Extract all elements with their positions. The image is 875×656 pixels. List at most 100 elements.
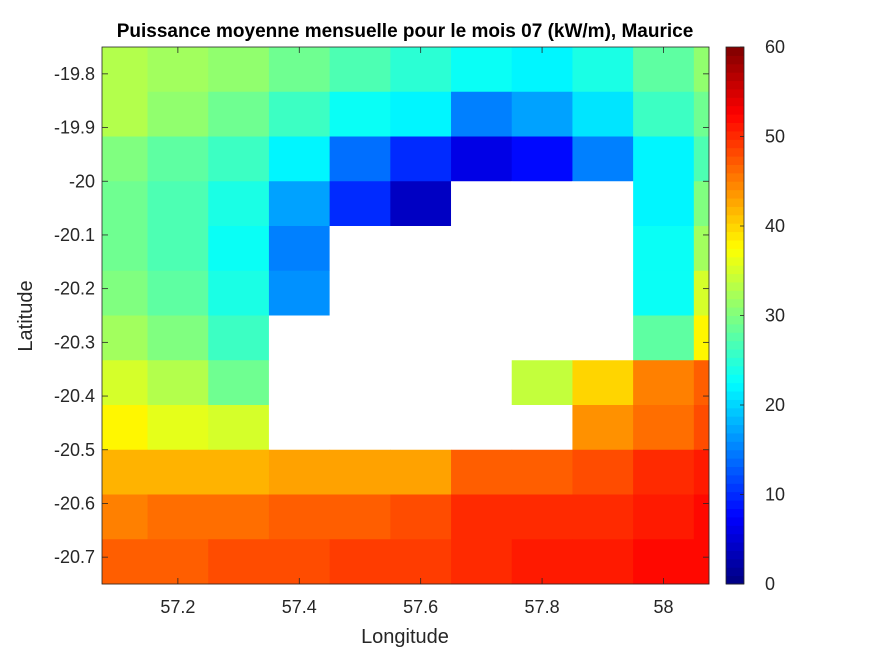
- colorbar-swatch: [726, 575, 744, 585]
- colorbar-swatch: [726, 525, 744, 535]
- heatmap-cell: [147, 47, 209, 93]
- heatmap-cell: [693, 226, 710, 272]
- heatmap-cell: [572, 226, 634, 272]
- heatmap-cell: [329, 315, 391, 361]
- colorbar-swatch: [726, 164, 744, 174]
- colorbar-tick-label: 10: [765, 485, 785, 505]
- heatmap-cell: [390, 360, 452, 406]
- heatmap-cell: [451, 405, 513, 451]
- heatmap-cell: [268, 181, 331, 227]
- colorbar-swatch: [726, 424, 744, 434]
- heatmap-cell: [208, 47, 270, 93]
- heatmap-cell: [390, 539, 452, 585]
- heatmap-cell: [329, 405, 391, 451]
- y-tick-label: -19.9: [54, 118, 95, 138]
- heatmap-cell: [268, 47, 331, 93]
- chart-title: Puissance moyenne mensuelle pour le mois…: [117, 21, 694, 42]
- colorbar-tick-label: 40: [765, 216, 785, 236]
- colorbar-swatch: [726, 474, 744, 484]
- heatmap-cell: [511, 181, 573, 227]
- heatmap-cell: [572, 181, 634, 227]
- heatmap-cell: [390, 226, 452, 272]
- heatmap-cell: [511, 270, 573, 316]
- colorbar-swatch: [726, 114, 744, 124]
- heatmap-cell: [208, 270, 270, 316]
- colorbar-swatch: [726, 189, 744, 199]
- heatmap-cell: [102, 181, 148, 227]
- y-tick-label: -20.1: [54, 225, 95, 245]
- colorbar-swatch: [726, 281, 744, 291]
- colorbar-swatch: [726, 315, 744, 325]
- colorbar-swatch: [726, 290, 744, 300]
- colorbar-swatch: [726, 47, 744, 56]
- heatmap-cell: [208, 226, 270, 272]
- colorbar-swatch: [726, 239, 744, 249]
- heatmap-cell: [329, 270, 391, 316]
- heatmap-cell: [268, 360, 331, 406]
- heatmap-cell: [693, 136, 710, 182]
- y-tick-label: -20.4: [54, 386, 95, 406]
- colorbar-swatch: [726, 508, 744, 518]
- colorbar-swatch: [726, 332, 744, 342]
- colorbar-swatch: [726, 80, 744, 90]
- x-tick-label: 58: [653, 597, 673, 617]
- colorbar-swatch: [726, 323, 744, 333]
- heatmap-cell: [633, 494, 695, 540]
- heatmap-cell: [390, 405, 452, 451]
- heatmap-cell: [147, 136, 209, 182]
- heatmap-cell: [102, 449, 148, 495]
- axes: 57.2 57.4 57.6 57.8 58 -19.8 -19.9 -20 -20.1 -20.…: [54, 46, 710, 617]
- heatmap-cell: [329, 539, 391, 585]
- heatmap-cell: [208, 315, 270, 361]
- heatmap-cell: [390, 270, 452, 316]
- heatmap-cell: [633, 47, 695, 93]
- colorbar-swatch: [726, 542, 744, 551]
- heatmap-cell: [390, 136, 452, 182]
- colorbar-swatch: [726, 407, 744, 417]
- heatmap-cell: [451, 360, 513, 406]
- x-tick-label: 57.8: [525, 597, 560, 617]
- heatmap-cell: [633, 270, 695, 316]
- heatmap-cell: [102, 47, 148, 93]
- y-tick-label: -20.6: [54, 493, 95, 513]
- heatmap-cell: [390, 181, 452, 227]
- heatmap-cell: [268, 539, 331, 585]
- colorbar-swatch: [726, 340, 744, 350]
- heatmap-cell: [693, 181, 710, 227]
- y-axis-label: Latitude: [15, 280, 37, 351]
- heatmap-cell: [329, 136, 391, 182]
- heatmap-cell: [102, 91, 148, 137]
- colorbar: 0 10 20 30 40 50 60: [725, 37, 785, 594]
- colorbar-swatch: [726, 483, 744, 493]
- heatmap-cell: [572, 360, 634, 406]
- heatmap-cell: [390, 47, 452, 93]
- heatmap-cell: [633, 226, 695, 272]
- heatmap-cell: [451, 270, 513, 316]
- colorbar-swatch: [726, 72, 744, 82]
- heatmap-cell: [102, 270, 148, 316]
- heatmap-cell: [693, 47, 710, 93]
- heatmap-cell: [511, 449, 573, 495]
- heatmap-cell: [511, 226, 573, 272]
- colorbar-swatch: [726, 122, 744, 132]
- heatmap-cell: [147, 270, 209, 316]
- heatmap-cell: [208, 181, 270, 227]
- heatmap-cell: [390, 494, 452, 540]
- y-tick-label: -20.3: [54, 332, 95, 352]
- colorbar-swatch: [726, 147, 744, 157]
- colorbar-swatch: [726, 273, 744, 283]
- heatmap-cell: [208, 91, 270, 137]
- heatmap-cell: [633, 405, 695, 451]
- colorbar-tick-label: 20: [765, 395, 785, 415]
- heatmap-cell: [451, 226, 513, 272]
- y-tick-label: -20.2: [54, 279, 95, 299]
- heatmap-cell: [147, 315, 209, 361]
- heatmap-cell: [208, 360, 270, 406]
- x-tick-label: 57.6: [403, 597, 438, 617]
- heatmap-cell: [451, 494, 513, 540]
- heatmap-cell: [572, 136, 634, 182]
- heatmap-cell: [147, 91, 209, 137]
- heatmap-cell: [268, 136, 331, 182]
- colorbar-swatch: [726, 416, 744, 426]
- colorbar-swatch: [726, 382, 744, 392]
